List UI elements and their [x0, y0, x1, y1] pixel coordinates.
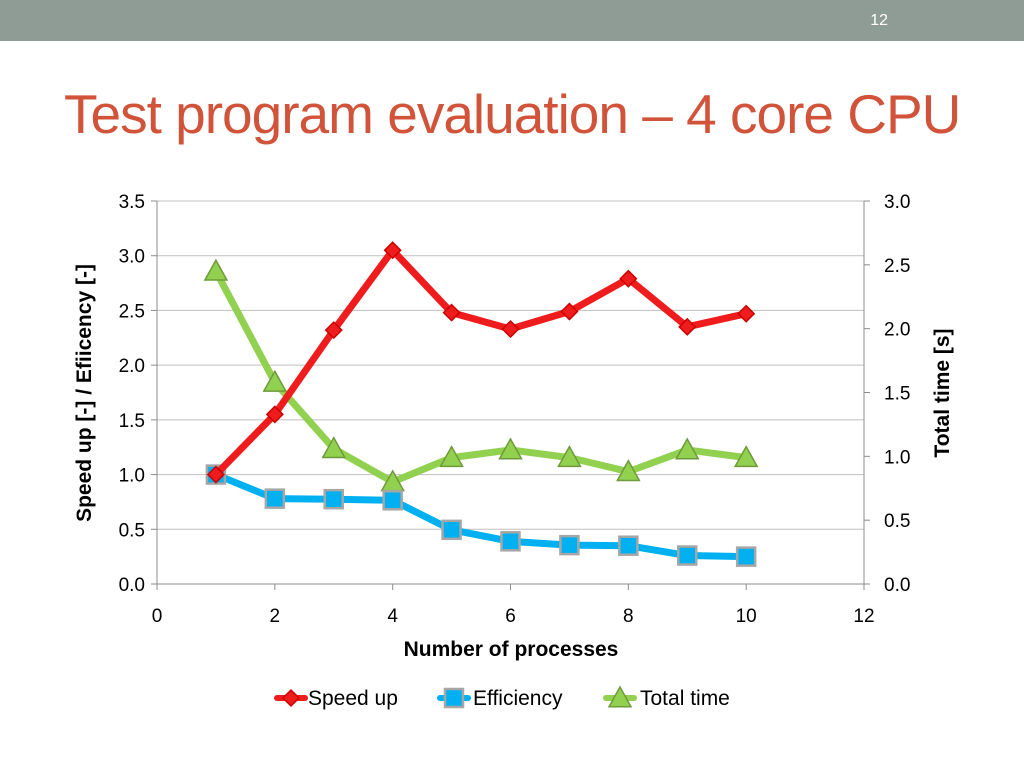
efficiency-point: [618, 535, 639, 556]
x-tick-label: 6: [505, 606, 516, 627]
x-tick-label: 4: [387, 606, 398, 627]
y2-tick-label: 2.5: [884, 256, 910, 277]
speed-up-point: [206, 465, 225, 484]
legend-speed-up-marker: [281, 688, 301, 708]
speed-up-point: [501, 319, 520, 339]
speed-up-point: [678, 317, 697, 336]
total-time-point: [439, 445, 464, 468]
y2-tick-label: 3.0: [884, 192, 910, 213]
y2-tick-label: 1.5: [884, 384, 910, 405]
total-time-point: [557, 445, 582, 468]
y2-tick-label: 1.0: [884, 447, 910, 468]
total-time-point: [321, 436, 347, 459]
speed-up-point: [619, 269, 638, 288]
header-bar: [0, 0, 1024, 41]
total-time-line: [212, 267, 750, 486]
y2-tick-label: 2.0: [884, 320, 910, 341]
total-time-point: [733, 445, 759, 468]
speed-up-point: [442, 303, 461, 322]
speed-up-point: [560, 302, 579, 321]
total-time-point: [674, 437, 700, 460]
legend-efficiency-marker: [443, 687, 465, 709]
y2-axis-title: Total time [s]: [931, 328, 954, 457]
x-tick-label: 12: [853, 606, 874, 627]
efficiency-point: [264, 488, 286, 509]
y-tick-label: 1.5: [119, 411, 145, 432]
y-tick-label: 1.0: [119, 466, 145, 487]
y-tick-label: 3.0: [119, 247, 145, 268]
speed-up-point: [737, 304, 756, 323]
efficiency-point: [382, 490, 403, 511]
page-number: 12: [870, 12, 888, 29]
x-tick-label: 2: [270, 606, 281, 627]
legend-efficiency-label: Efficiency: [473, 687, 563, 710]
speed-up-point: [265, 405, 284, 424]
y-tick-label: 3.5: [119, 192, 145, 213]
x-tick-label: 0: [152, 606, 163, 627]
y2-tick-label: 0.0: [884, 575, 910, 596]
x-tick-label: 8: [623, 606, 634, 627]
legend-total-time-label: Total time: [640, 687, 730, 710]
series-lines: [203, 241, 759, 567]
speed-up-point: [324, 321, 343, 340]
tick-labels: 0.0 0.5 1.0 1.5 2.0 2.5 3.0 3.5 0.0 0.5 1.0 1.5 2.0 2…: [119, 192, 911, 627]
efficiency-point: [677, 545, 698, 566]
x-axis-title: Number of processes: [404, 638, 619, 661]
total-time-point: [203, 258, 229, 281]
y-tick-label: 0.0: [119, 575, 145, 596]
y-axis-title: Speed up [-] / Efiicency [-]: [73, 264, 96, 522]
axes: [151, 200, 870, 590]
efficiency-point: [323, 488, 344, 510]
y-tick-label: 0.5: [119, 520, 145, 541]
speed-up-line: [212, 246, 750, 479]
y-tick-label: 2.0: [119, 356, 145, 377]
efficiency-line: [212, 471, 750, 561]
slide-title: Test program evaluation – 4 core CPU: [64, 83, 961, 145]
efficiency-point: [735, 546, 757, 567]
speed-up-point: [383, 241, 402, 260]
total-time-point: [262, 369, 288, 392]
total-time-point: [498, 437, 523, 460]
y-tick-label: 2.5: [119, 301, 145, 322]
legend-speed-up-label: Speed up: [308, 687, 398, 710]
efficiency-point: [441, 519, 462, 541]
total-time-point: [616, 459, 641, 482]
legend-total-time-marker: [607, 685, 633, 708]
legend: Speed up Efficiency Total time: [274, 685, 730, 710]
efficiency-point: [500, 531, 521, 552]
x-tick-label: 10: [736, 606, 757, 627]
y2-tick-label: 0.5: [884, 511, 910, 532]
efficiency-point: [559, 534, 580, 556]
